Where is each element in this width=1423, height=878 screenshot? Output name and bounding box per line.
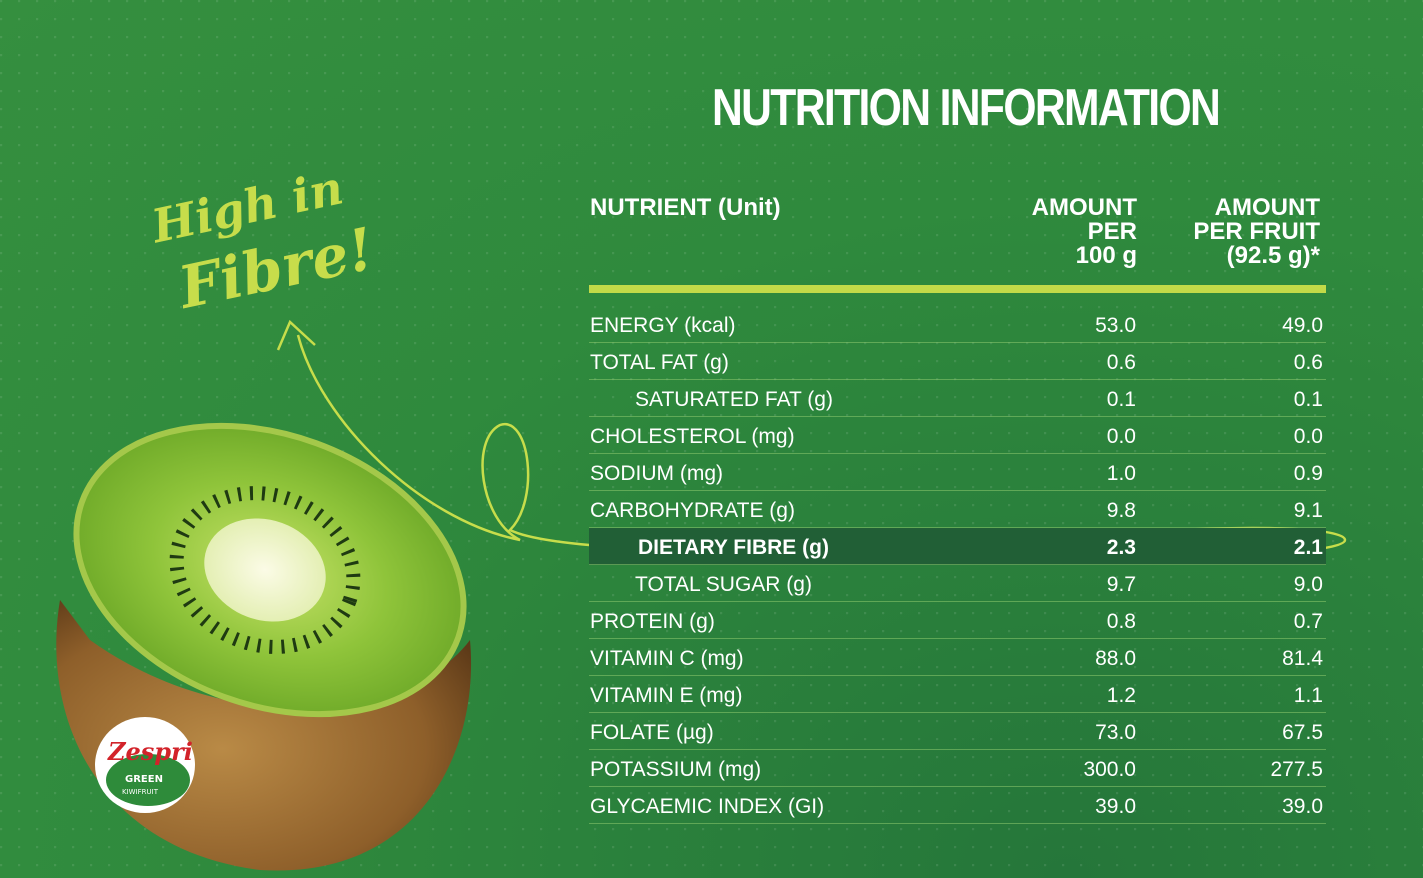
high-in-fibre-callout: High in Fibre! xyxy=(150,160,380,322)
table-row: GLYCAEMIC INDEX (GI) 39.0 39.0 xyxy=(589,787,1326,824)
row-nutrient: TOTAL FAT (g) xyxy=(590,351,729,374)
row-per-100g: 1.0 xyxy=(1106,462,1136,485)
row-per-100g: 2.3 xyxy=(1106,536,1136,559)
row-per-100g: 73.0 xyxy=(1095,721,1136,744)
row-per-100g: 1.2 xyxy=(1106,684,1136,707)
zespri-logo: Zespri TM GREEN KIWIFRUIT xyxy=(95,717,195,813)
row-nutrient: SATURATED FAT (g) xyxy=(635,388,833,411)
nutrition-table: ENERGY (kcal) 53.0 49.0 TOTAL FAT (g) 0.6 0.… xyxy=(589,306,1326,824)
row-nutrient: DIETARY FIBRE (g) xyxy=(638,536,829,559)
table-row: CHOLESTEROL (mg) 0.0 0.0 xyxy=(589,417,1326,454)
row-nutrient: FOLATE (µg) xyxy=(590,721,714,744)
table-row: CARBOHYDRATE (g) 9.8 9.1 xyxy=(589,491,1326,528)
row-nutrient: VITAMIN C (mg) xyxy=(590,647,744,670)
row-per-fruit: 277.5 xyxy=(1270,758,1323,781)
row-nutrient: SODIUM (mg) xyxy=(590,462,723,485)
row-per-fruit: 81.4 xyxy=(1282,647,1323,670)
row-per-fruit: 0.0 xyxy=(1293,425,1323,448)
logo-kiwifruit: KIWIFRUIT xyxy=(122,788,159,796)
row-nutrient: CARBOHYDRATE (g) xyxy=(590,499,795,522)
kiwi-fruit-image: Zespri TM GREEN KIWIFRUIT xyxy=(56,422,472,871)
row-per-fruit: 49.0 xyxy=(1282,314,1323,337)
row-per-100g: 0.8 xyxy=(1106,610,1136,633)
table-row: SODIUM (mg) 1.0 0.9 xyxy=(589,454,1326,491)
page-title: NUTRITION INFORMATION xyxy=(712,79,1221,137)
row-per-100g: 9.7 xyxy=(1106,573,1136,596)
row-per-100g: 53.0 xyxy=(1095,314,1136,337)
logo-green: GREEN xyxy=(125,774,163,785)
row-nutrient: VITAMIN E (mg) xyxy=(590,684,743,707)
row-per-fruit: 0.1 xyxy=(1293,388,1323,411)
header-per-100g-line3: 100 g xyxy=(1075,242,1137,269)
table-row: FOLATE (µg) 73.0 67.5 xyxy=(589,713,1326,750)
table-row: TOTAL FAT (g) 0.6 0.6 xyxy=(589,343,1326,380)
header-per-fruit-line1: AMOUNT xyxy=(1214,194,1320,221)
row-per-fruit: 2.1 xyxy=(1293,536,1323,559)
row-per-100g: 0.0 xyxy=(1106,425,1136,448)
row-nutrient: GLYCAEMIC INDEX (GI) xyxy=(590,795,825,818)
row-per-fruit: 39.0 xyxy=(1282,795,1323,818)
row-per-fruit: 9.0 xyxy=(1293,573,1323,596)
header-per-100g-line1: AMOUNT xyxy=(1031,194,1137,221)
row-nutrient: CHOLESTEROL (mg) xyxy=(590,425,795,448)
row-per-100g: 0.1 xyxy=(1106,388,1136,411)
row-per-fruit: 9.1 xyxy=(1293,499,1323,522)
row-per-fruit: 0.6 xyxy=(1293,351,1323,374)
row-nutrient: ENERGY (kcal) xyxy=(590,314,736,337)
header-per-100g: AMOUNT PER 100 g xyxy=(980,196,1137,268)
header-nutrient: NUTRIENT (Unit) xyxy=(590,194,781,221)
row-per-100g: 0.6 xyxy=(1106,351,1136,374)
header-per-fruit: AMOUNT PER FRUIT (92.5 g)* xyxy=(1150,196,1320,268)
header-per-fruit-line2: PER FRUIT xyxy=(1193,218,1320,245)
table-row: TOTAL SUGAR (g) 9.7 9.0 xyxy=(589,565,1326,602)
row-nutrient: POTASSIUM (mg) xyxy=(590,758,762,781)
header-per-fruit-line3: (92.5 g)* xyxy=(1226,242,1320,269)
table-row: VITAMIN C (mg) 88.0 81.4 xyxy=(589,639,1326,676)
header-rule xyxy=(589,285,1326,293)
row-per-fruit: 1.1 xyxy=(1293,684,1323,707)
row-nutrient: PROTEIN (g) xyxy=(590,610,715,633)
row-nutrient: TOTAL SUGAR (g) xyxy=(635,573,812,596)
row-per-100g: 39.0 xyxy=(1095,795,1136,818)
row-per-fruit: 0.9 xyxy=(1293,462,1323,485)
table-row: PROTEIN (g) 0.8 0.7 xyxy=(589,602,1326,639)
row-per-fruit: 67.5 xyxy=(1282,721,1323,744)
row-per-100g: 9.8 xyxy=(1106,499,1136,522)
table-row: VITAMIN E (mg) 1.2 1.1 xyxy=(589,676,1326,713)
table-row: ENERGY (kcal) 53.0 49.0 xyxy=(589,306,1326,343)
row-per-100g: 88.0 xyxy=(1095,647,1136,670)
row-per-100g: 300.0 xyxy=(1083,758,1136,781)
table-row: SATURATED FAT (g) 0.1 0.1 xyxy=(589,380,1326,417)
row-per-fruit: 0.7 xyxy=(1293,610,1323,633)
logo-tm: TM xyxy=(179,773,189,780)
header-per-100g-line2: PER xyxy=(1087,218,1137,245)
logo-brand: Zespri xyxy=(107,737,193,766)
table-row-highlighted: DIETARY FIBRE (g) 2.3 2.1 xyxy=(589,528,1326,565)
table-row: POTASSIUM (mg) 300.0 277.5 xyxy=(589,750,1326,787)
